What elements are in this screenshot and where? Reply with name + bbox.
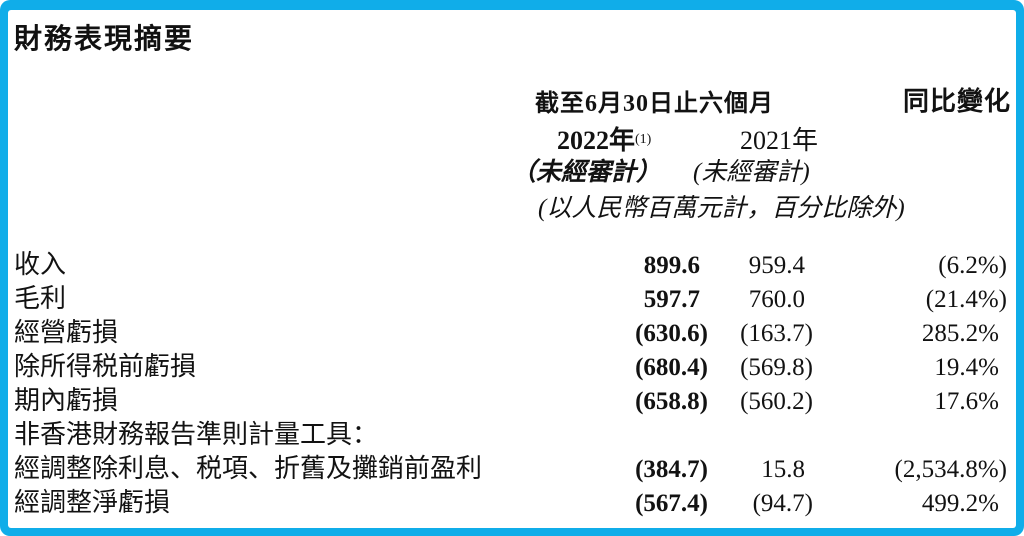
value-yoy: 499.2% <box>921 490 999 517</box>
table-row: 毛利 597.7 760.0 (21.4%) <box>14 282 1007 316</box>
footnote-marker: (1) <box>635 132 652 147</box>
row-label: 經調整除利息、税項、折舊及攤銷前盈利 <box>14 454 483 483</box>
table-row section-heading: 非香港財務報告準則計量工具： <box>14 418 1007 452</box>
value-2022: (384.7) <box>635 456 708 483</box>
value-yoy: 19.4% <box>934 354 999 381</box>
table-row: 經調整除利息、税項、折舊及攤銷前盈利 (384.7) 15.8 (2,534.8… <box>14 452 1007 486</box>
value-2021: (163.7) <box>740 320 813 347</box>
table-row: 期內虧損 (658.8) (560.2) 17.6% <box>14 384 1007 418</box>
value-2022: (680.4) <box>635 354 708 381</box>
financial-summary-panel: 財務表現摘要 截至6月30日止六個月 同比變化 2022年(1) 2021年 （… <box>8 10 1016 528</box>
value-2021: 959.4 <box>748 252 805 279</box>
value-2021: (94.7) <box>752 490 813 517</box>
value-yoy: 17.6% <box>934 388 999 415</box>
financial-table: 收入 899.6 959.4 (6.2%) 毛利 597.7 760.0 (21… <box>14 248 1007 520</box>
value-2022: (567.4) <box>635 490 708 517</box>
row-label: 收入 <box>14 250 67 279</box>
table-row: 經營虧損 (630.6) (163.7) 285.2% <box>14 316 1007 350</box>
value-yoy: 285.2% <box>921 320 999 347</box>
value-2021: (569.8) <box>740 354 813 381</box>
yoy-column-header: 同比變化 <box>902 86 1011 116</box>
value-2022: (658.8) <box>635 388 708 415</box>
row-label: 非香港財務報告準則計量工具： <box>14 420 379 449</box>
period-column-header: 截至6月30日止六個月 <box>535 91 774 117</box>
value-yoy: (6.2%) <box>938 252 1007 279</box>
value-2022: 597.7 <box>643 286 700 313</box>
row-label: 經營虧損 <box>14 318 119 347</box>
year-2022-label: 2022年 <box>557 126 636 155</box>
row-label: 經調整淨虧損 <box>14 488 171 517</box>
table-row: 收入 899.6 959.4 (6.2%) <box>14 248 1007 282</box>
value-2022: 899.6 <box>643 252 700 279</box>
table-row: 除所得税前虧損 (680.4) (569.8) 19.4% <box>14 350 1007 384</box>
value-2022: (630.6) <box>635 320 708 347</box>
row-label: 除所得税前虧損 <box>14 352 197 381</box>
year-2021-header: 2021年 <box>740 126 819 155</box>
value-yoy: (21.4%) <box>925 286 1007 313</box>
year-2022-header: 2022年(1) <box>557 120 651 157</box>
unaudited-2021-note: (未經審計) <box>693 159 810 186</box>
value-yoy: (2,534.8%) <box>894 456 1007 483</box>
unaudited-2022-note: （未經審計） <box>511 159 662 186</box>
currency-unit-note: (以人民幣百萬元計，百分比除外) <box>538 195 905 222</box>
value-2021: (560.2) <box>740 388 813 415</box>
page-title: 財務表現摘要 <box>14 23 195 54</box>
value-2021: 15.8 <box>761 456 805 483</box>
table-row: 經調整淨虧損 (567.4) (94.7) 499.2% <box>14 486 1007 520</box>
row-label: 毛利 <box>14 284 67 313</box>
value-2021: 760.0 <box>748 286 805 313</box>
row-label: 期內虧損 <box>14 386 119 415</box>
